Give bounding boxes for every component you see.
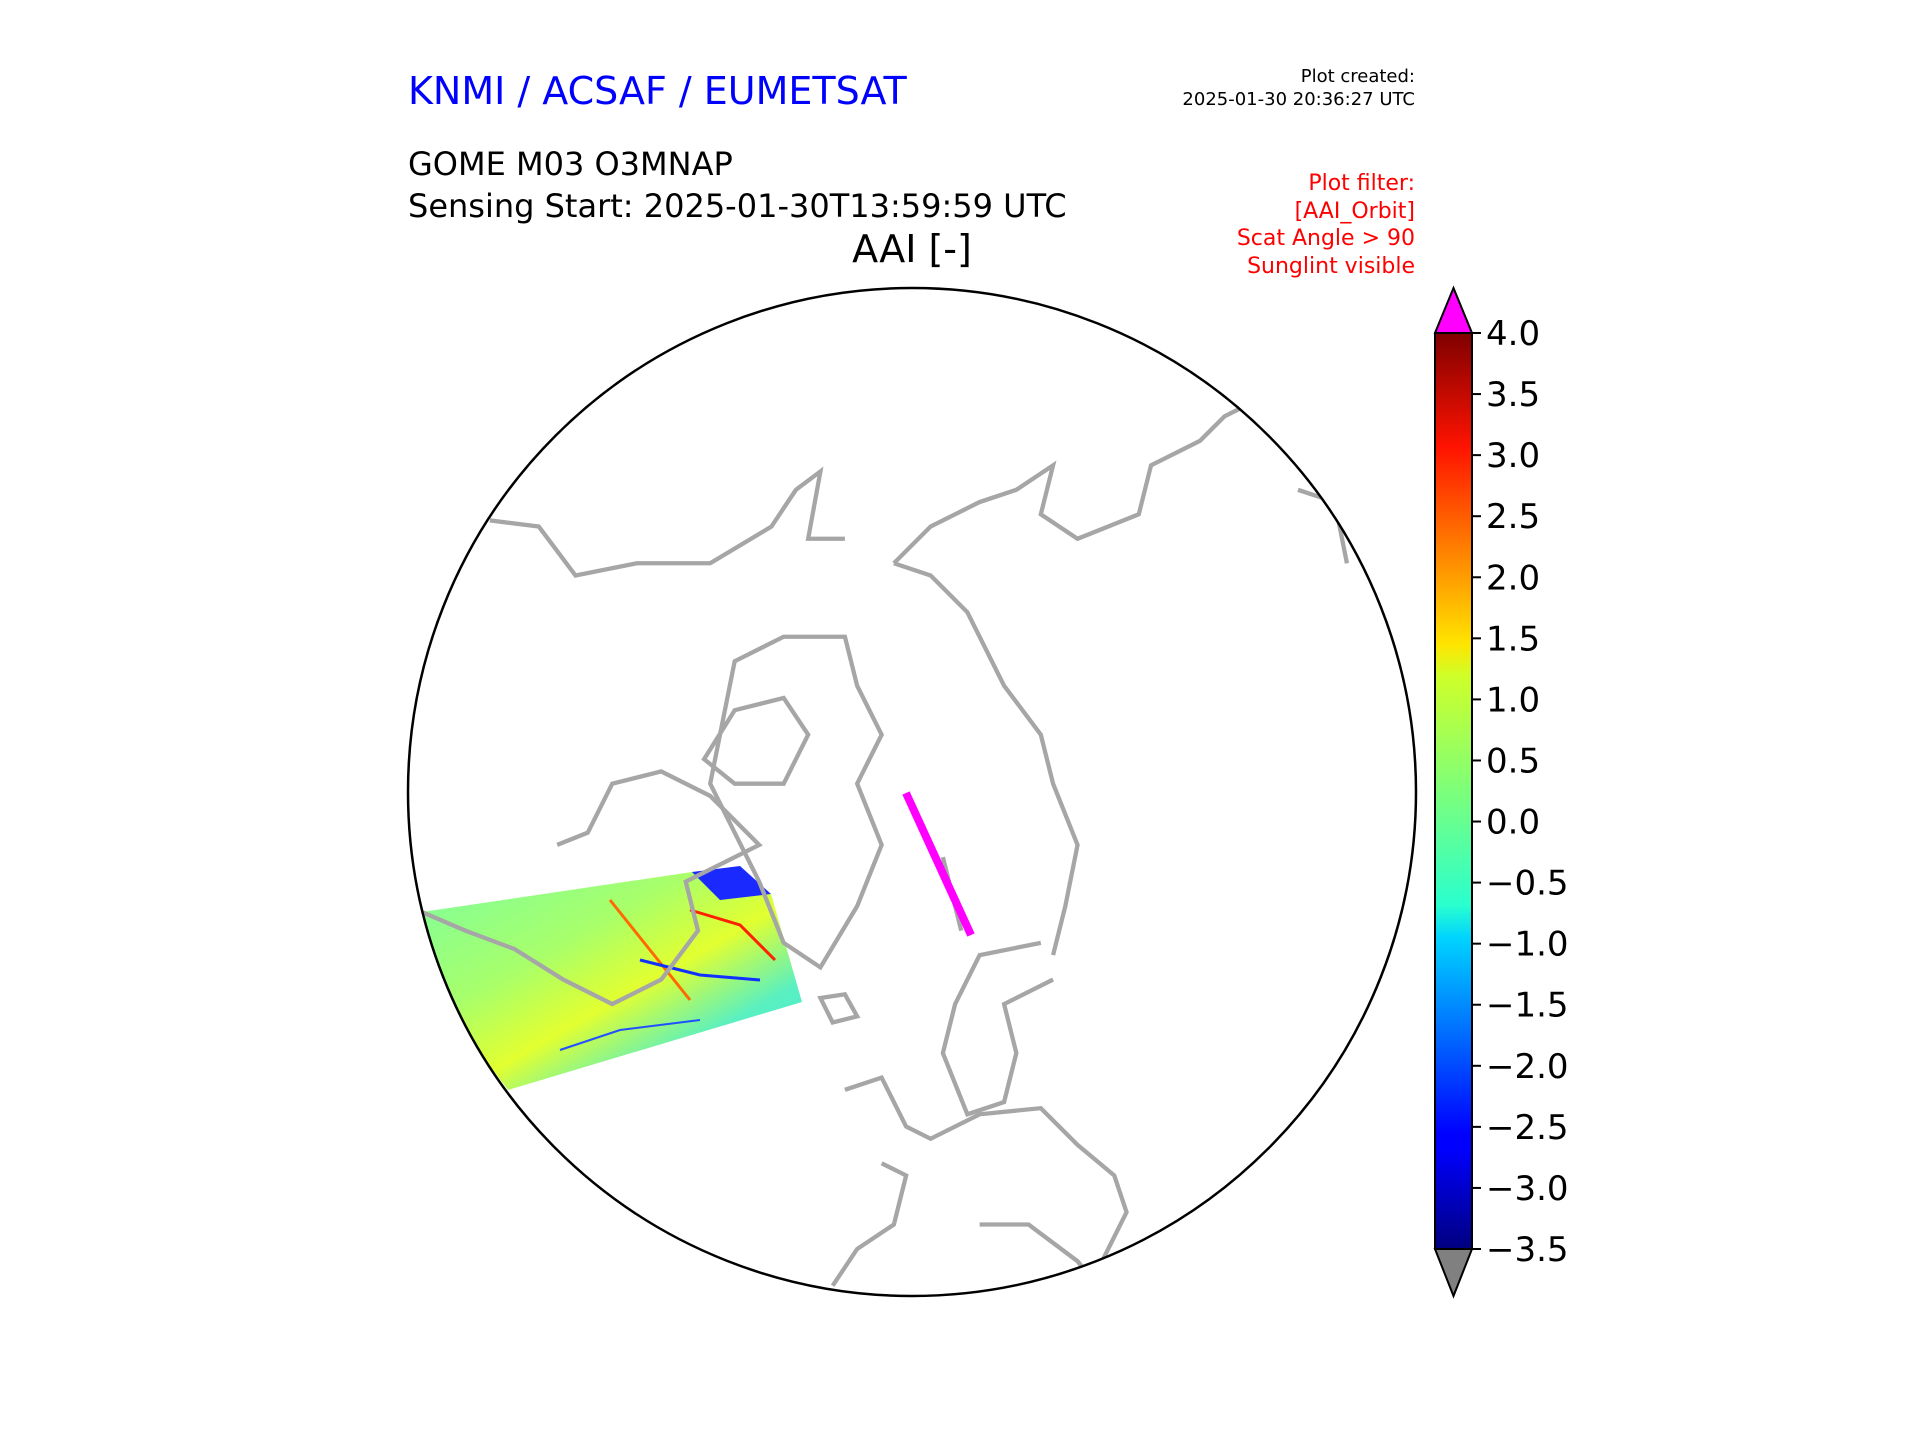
coastline-scandinavia	[940, 940, 1055, 1117]
colorbar-tick-label: 4.0	[1486, 314, 1540, 354]
colorbar-tick-label: 3.5	[1486, 375, 1540, 415]
colorbar-over-triangle	[1433, 285, 1474, 334]
chart-title: AAI [-]	[852, 227, 972, 271]
coastline-uk	[830, 1161, 909, 1287]
colorbar-tick-label: 1.0	[1486, 680, 1540, 720]
plot-created: Plot created: 2025-01-30 20:36:27 UTC	[1182, 66, 1415, 111]
colorbar-tick-label: −3.0	[1486, 1169, 1569, 1209]
colorbar-tick-label: 2.5	[1486, 497, 1540, 537]
colorbar-tick-label: −1.0	[1486, 925, 1569, 965]
coastline-iceland	[817, 991, 861, 1025]
colorbar-tick-label: −0.5	[1486, 864, 1569, 904]
colorbar-tick-label: 3.0	[1486, 436, 1540, 476]
coastline-russia	[893, 561, 1080, 956]
coastline-siberia	[892, 402, 1250, 565]
aai-swath	[422, 866, 802, 1090]
colorbar-gradient	[1434, 332, 1473, 1250]
filter-line: [AAI_Orbit]	[1294, 198, 1415, 224]
coastline-canada	[421, 769, 763, 1007]
colorbar-tick-label: 2.0	[1486, 558, 1540, 598]
coastline-mediterranean	[979, 1222, 1104, 1294]
coastline-greenland	[707, 634, 885, 971]
plot-created-time: 2025-01-30 20:36:27 UTC	[1182, 88, 1415, 110]
overflow-track	[902, 791, 975, 937]
colorbar-tick-label: 0.5	[1486, 741, 1540, 781]
colorbar-tick-label: 1.5	[1486, 619, 1540, 659]
organization-label: KNMI / ACSAF / EUMETSAT	[408, 69, 907, 113]
colorbar-tick-label: −2.0	[1486, 1047, 1569, 1087]
sensing-start-label: Sensing Start: 2025-01-30T13:59:59 UTC	[408, 187, 1067, 225]
product-label: GOME M03 O3MNAP	[408, 145, 733, 183]
colorbar-under-triangle	[1433, 1248, 1474, 1299]
colorbar: 4.0 3.5 3.0 2.5 2.0 1.5 1.0 0.5 0.0 −0.5 −1.0 −1.5 −…	[1433, 285, 1569, 1299]
coastlines	[421, 402, 1350, 1294]
coastline-alaska	[489, 466, 845, 578]
plot-created-label: Plot created:	[1300, 66, 1415, 87]
colorbar-tick-label: 0.0	[1486, 803, 1540, 843]
map-area	[421, 402, 1350, 1294]
plot-filter: Plot filter: [AAI_Orbit] Scat Angle > 90…	[1237, 170, 1415, 280]
filter-line: Scat Angle > 90	[1236, 226, 1415, 251]
colorbar-tick-label: −3.5	[1486, 1230, 1569, 1270]
filter-line: Sunglint visible	[1247, 253, 1415, 279]
colorbar-tick-label: −2.5	[1486, 1108, 1569, 1148]
coastline-canadian-islands	[701, 695, 811, 786]
coastline-europe	[844, 1074, 1129, 1263]
filter-line: Plot filter:	[1308, 171, 1415, 196]
map-border	[406, 286, 1418, 1298]
colorbar-tick-label: −1.5	[1486, 986, 1569, 1026]
